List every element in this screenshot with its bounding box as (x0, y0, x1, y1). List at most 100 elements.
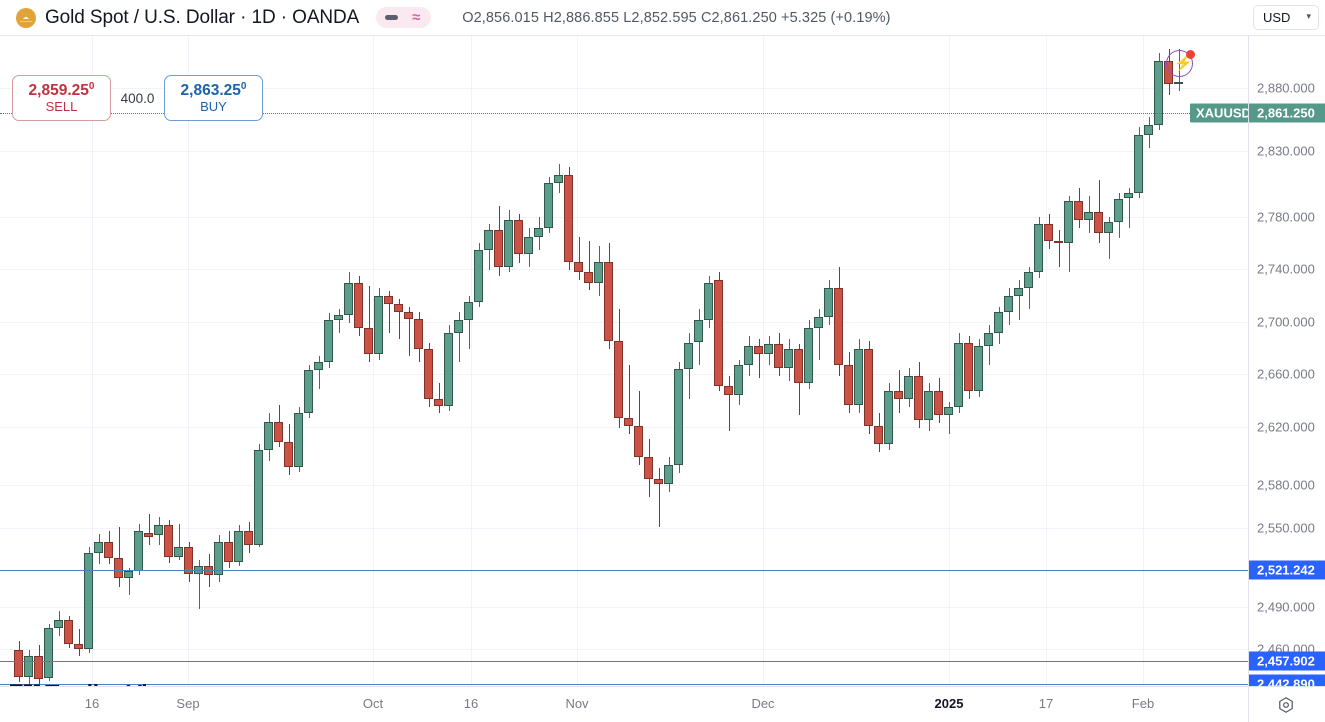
chart-pane[interactable]: XAUUSD 2,859.250 SELL 400.0 2,863.250 BU… (0, 36, 1248, 686)
candle-wick (118, 527, 120, 587)
candle-body (34, 655, 43, 680)
price-level-line[interactable] (0, 570, 1248, 571)
time-tick: 17 (1038, 696, 1054, 711)
chart-header: Gold Spot / U.S. Dollar · 1D · OANDA ≈ O… (0, 0, 1325, 36)
candle-body (1044, 223, 1053, 241)
candle-body (914, 375, 923, 421)
candle-body (1084, 211, 1093, 220)
time-scale[interactable]: 16 Sep Oct 16 Nov Dec 2025 17 Feb (0, 686, 1325, 722)
gridline-vertical (949, 36, 950, 686)
candle-body (774, 343, 783, 368)
time-tick: Sep (176, 696, 200, 711)
candle-body (784, 349, 793, 368)
price-level-line[interactable] (0, 684, 1248, 685)
candle-body (974, 346, 983, 392)
candle-wick (128, 568, 130, 595)
sell-button[interactable]: 2,859.250 SELL (12, 75, 111, 121)
candle-body (804, 327, 813, 384)
candle-body (334, 314, 343, 321)
sell-price: 2,859.250 (28, 80, 95, 99)
gridline-horizontal (0, 528, 1248, 529)
candle-wick (458, 312, 460, 363)
candle-body (924, 391, 933, 421)
current-price-badge[interactable]: 2,861.250 (1249, 103, 1325, 123)
candle-body (674, 368, 683, 466)
candle-body (74, 643, 83, 649)
candle-wick (408, 306, 410, 356)
candle-body (394, 304, 403, 313)
candle-wick (728, 375, 730, 432)
gridline-horizontal (0, 217, 1248, 218)
candle-body (364, 327, 373, 355)
candle-body (754, 346, 763, 355)
candle-body (84, 552, 93, 649)
chart-style-toggle[interactable]: ≈ (376, 7, 432, 28)
price-scale[interactable]: USD ▾ 2,880.000 2,830.000 2,780.000 2,740.0… (1248, 5, 1325, 721)
candle-body (1004, 296, 1013, 313)
time-tick: Feb (1131, 696, 1155, 711)
candle-wick (368, 285, 370, 363)
candle-body (694, 320, 703, 343)
gridline-horizontal (0, 88, 1248, 89)
price-level-badge[interactable]: 2,521.242 (1249, 560, 1325, 580)
candle-body (104, 541, 113, 558)
candle-body (344, 283, 353, 315)
candle-body (1024, 272, 1033, 289)
alert-circle (1166, 50, 1193, 77)
candle-wick (658, 468, 660, 528)
symbol-title[interactable]: Gold Spot / U.S. Dollar · 1D · OANDA (45, 6, 360, 28)
chevron-down-icon: ▾ (1306, 11, 1311, 21)
currency-selector[interactable]: USD ▾ (1253, 5, 1319, 30)
candle-body (124, 571, 133, 578)
candle-body (534, 227, 543, 237)
candle-body (1094, 211, 1103, 233)
candle-body (1064, 201, 1073, 244)
time-tick: Dec (751, 696, 775, 711)
gridline-horizontal (0, 374, 1248, 375)
bar-style-icon[interactable] (380, 9, 402, 26)
candle-body (504, 219, 513, 268)
candle-body (154, 524, 163, 536)
candle-body (14, 650, 23, 677)
area-style-icon[interactable]: ≈ (412, 9, 421, 26)
candle-body (1104, 222, 1113, 233)
candle-wick (178, 523, 180, 561)
notification-dot (1186, 50, 1195, 59)
gold-bar-icon (16, 7, 36, 28)
candle-wick (1128, 187, 1130, 228)
candle-body (1054, 240, 1063, 244)
candle-wick (388, 290, 390, 334)
candle-body (194, 565, 203, 574)
candle-wick (148, 514, 150, 545)
candle-body (664, 465, 673, 484)
candle-body (224, 541, 233, 562)
candle-body (714, 280, 723, 387)
gridline-vertical (188, 36, 189, 686)
clock-icon[interactable] (1277, 696, 1295, 714)
time-tick: Oct (362, 696, 384, 711)
candle-body (24, 655, 33, 677)
candle-body (244, 531, 253, 545)
price-level-line[interactable] (0, 661, 1248, 662)
alert-lightning-icon[interactable]: ⚡ (1166, 50, 1198, 82)
candle-body (54, 619, 63, 628)
price-tick: 2,880.000 (1257, 80, 1315, 96)
time-tick: Nov (565, 696, 589, 711)
candle-body (114, 557, 123, 578)
candle-wick (1028, 267, 1030, 310)
gridline-vertical (1143, 36, 1144, 686)
price-tick: 2,490.000 (1257, 599, 1315, 615)
sell-label: SELL (45, 99, 78, 115)
candle-body (634, 425, 643, 458)
price-tick: 2,620.000 (1257, 419, 1315, 435)
candle-body (494, 230, 503, 268)
candle-wick (468, 296, 470, 350)
candle-body (414, 318, 423, 350)
gridline-horizontal (0, 151, 1248, 152)
price-level-badge[interactable]: 2,457.902 (1249, 651, 1325, 671)
candle-body (874, 425, 883, 445)
buy-button[interactable]: 2,863.250 BUY (164, 75, 263, 121)
candle-body (834, 288, 843, 365)
candle-body (454, 320, 463, 334)
buy-label: BUY (200, 99, 227, 115)
